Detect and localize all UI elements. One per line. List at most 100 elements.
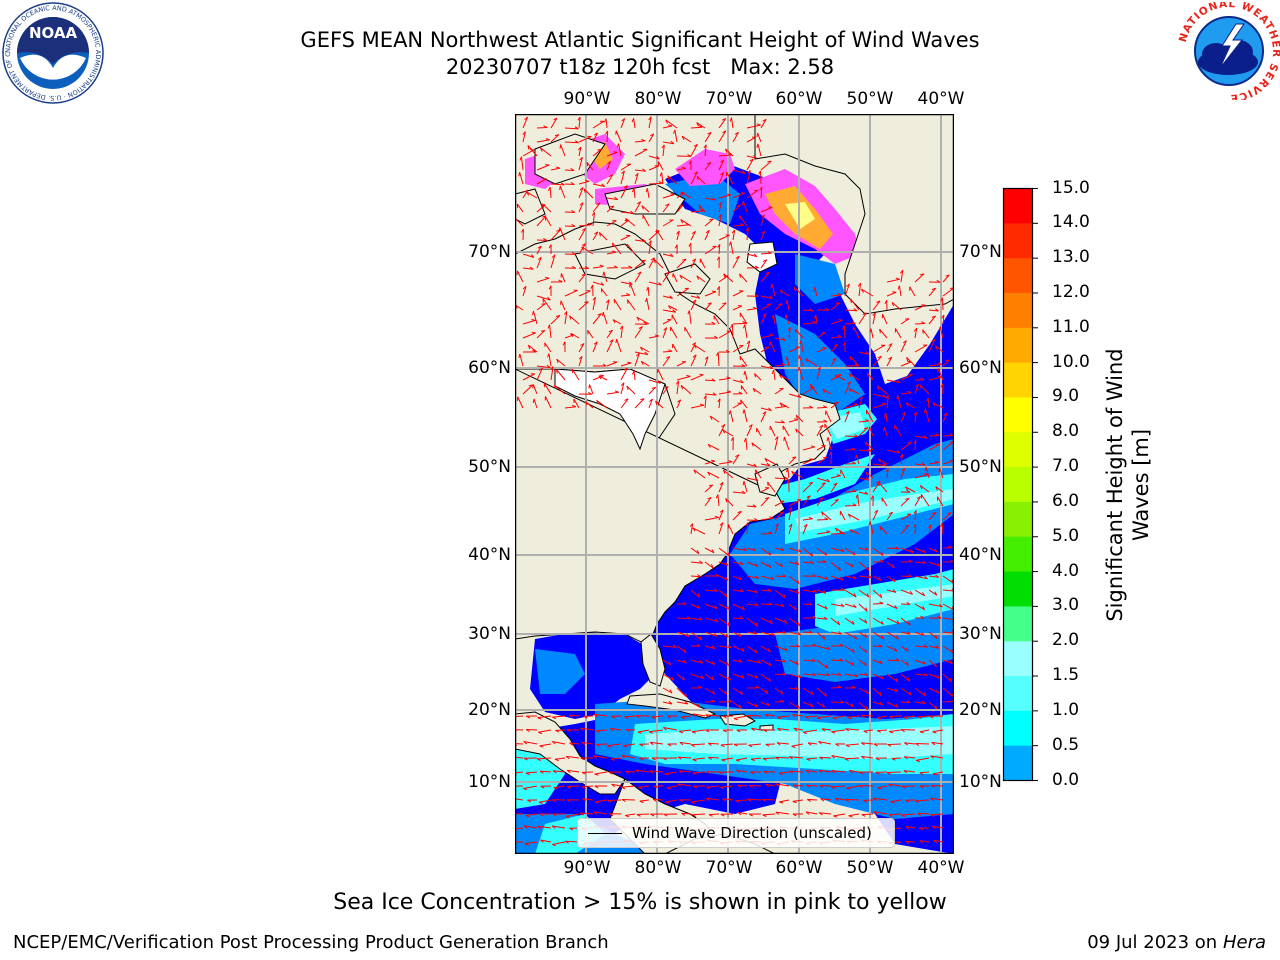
wind-wave-arrow	[676, 204, 684, 213]
wind-wave-arrow	[648, 257, 655, 269]
wind-wave-arrow	[739, 273, 748, 283]
wind-wave-arrow	[942, 575, 954, 584]
wind-wave-arrowhead	[738, 659, 743, 663]
wind-wave-arrow	[662, 203, 670, 213]
colorbar-tick-label: 15.0	[1052, 177, 1090, 198]
wind-wave-arrowhead	[884, 300, 888, 305]
wind-wave-arrow	[754, 373, 762, 381]
wind-wave-arrow	[928, 287, 937, 297]
colorbar-tick-label: 7.0	[1052, 456, 1080, 477]
wind-wave-arrow	[816, 645, 831, 650]
wind-wave-arrow	[746, 155, 757, 159]
wind-wave-arrowhead	[848, 815, 853, 818]
wind-wave-arrow	[785, 314, 790, 325]
wind-wave-arrow	[740, 399, 748, 409]
wind-wave-arrowhead	[823, 405, 828, 408]
wind-wave-arrowhead	[854, 673, 859, 677]
wind-wave-arrowhead	[649, 398, 653, 402]
wind-wave-arrow	[914, 384, 919, 395]
wind-wave-arrowhead	[692, 759, 697, 762]
footer-credit: NCEP/EMC/Verification Post Processing Pr…	[13, 932, 609, 953]
wind-wave-arrowhead	[691, 801, 696, 804]
wind-wave-arrow	[746, 631, 757, 635]
wind-wave-arrow	[816, 687, 827, 697]
wind-wave-arrow	[774, 477, 788, 480]
wind-wave-arrowhead	[688, 242, 692, 247]
wind-wave-arrowhead	[556, 358, 559, 363]
colorbar-cell	[1003, 641, 1033, 677]
wind-wave-arrow	[800, 340, 804, 353]
wind-wave-arrowhead	[725, 576, 729, 581]
wind-wave-arrow	[877, 785, 888, 789]
colorbar-tick-label: 13.0	[1052, 247, 1090, 268]
wind-wave-arrowhead	[679, 770, 683, 774]
wind-wave-arrowhead	[625, 218, 628, 223]
wind-wave-arrowhead	[921, 462, 926, 466]
wind-wave-arrow	[523, 785, 538, 789]
wind-wave-arrow	[732, 255, 740, 269]
wind-wave-arrowhead	[935, 486, 938, 491]
wind-wave-arrow	[788, 575, 800, 585]
wind-wave-arrow	[783, 436, 790, 451]
wind-wave-arrowhead	[568, 714, 573, 718]
wind-wave-arrow	[816, 589, 826, 594]
wind-wave-arrow	[858, 477, 870, 481]
wind-wave-arrowhead	[677, 783, 681, 787]
wind-wave-arrowhead	[762, 411, 767, 415]
wind-wave-arrow	[718, 482, 724, 493]
wind-wave-arrowhead	[665, 356, 671, 359]
wind-wave-arrow	[662, 645, 677, 648]
wind-wave-arrowhead	[853, 593, 857, 598]
wind-wave-arrowhead	[799, 340, 802, 345]
wind-wave-arrow	[760, 631, 775, 636]
wind-wave-arrow	[690, 561, 703, 564]
wind-wave-arrowhead	[595, 801, 600, 804]
wind-wave-arrow	[672, 273, 678, 283]
wind-wave-arrowhead	[913, 411, 917, 416]
wind-wave-arrow	[625, 770, 636, 773]
wind-wave-arrow	[928, 687, 940, 694]
wind-wave-arrowhead	[861, 714, 866, 718]
wind-wave-arrow	[718, 154, 732, 157]
wind-wave-arrowhead	[854, 434, 859, 438]
wind-wave-arrow	[718, 461, 733, 465]
wind-wave-arrow	[788, 659, 799, 665]
wind-wave-arrow	[599, 232, 608, 241]
wind-wave-arrow	[690, 575, 701, 578]
wind-wave-arrow	[679, 274, 692, 283]
wind-wave-arrow	[890, 799, 902, 803]
wind-wave-arrow	[760, 365, 773, 370]
wind-wave-arrowhead	[680, 716, 685, 720]
wind-wave-arrow	[620, 382, 625, 395]
wind-wave-arrow	[662, 356, 671, 367]
wind-wave-arrowhead	[579, 187, 584, 191]
wind-wave-arrow	[808, 742, 818, 745]
wind-wave-arrow	[746, 505, 757, 508]
wind-wave-arrow	[732, 204, 741, 213]
wind-wave-arrowhead	[797, 631, 802, 636]
wind-wave-arrow	[537, 715, 552, 719]
wind-wave-arrowhead	[876, 717, 881, 720]
wind-wave-arrowhead	[718, 214, 722, 218]
wind-wave-arrow	[692, 527, 706, 535]
wind-wave-arrowhead	[768, 677, 771, 682]
wind-wave-arrowhead	[698, 125, 703, 128]
wind-wave-arrowhead	[642, 238, 646, 242]
wind-wave-arrow	[622, 799, 636, 801]
wind-wave-arrowhead	[748, 813, 753, 817]
wind-wave-arrow	[657, 161, 664, 171]
wind-wave-arrowhead	[679, 275, 683, 279]
wind-wave-arrowhead	[661, 144, 665, 149]
wind-wave-arrow	[620, 367, 628, 381]
wind-wave-arrowhead	[919, 827, 924, 831]
wind-wave-arrowhead	[712, 392, 717, 396]
wind-wave-arrow	[819, 756, 832, 759]
wind-wave-arrowhead	[762, 313, 767, 317]
wind-wave-arrowhead	[895, 658, 900, 662]
wind-wave-arrow	[830, 294, 842, 297]
wind-wave-arrowhead	[711, 378, 716, 382]
wind-wave-arrowhead	[674, 244, 678, 249]
wind-wave-arrowhead	[751, 442, 754, 447]
wind-wave-arrow	[866, 409, 874, 423]
wind-wave-arrow	[805, 769, 818, 773]
